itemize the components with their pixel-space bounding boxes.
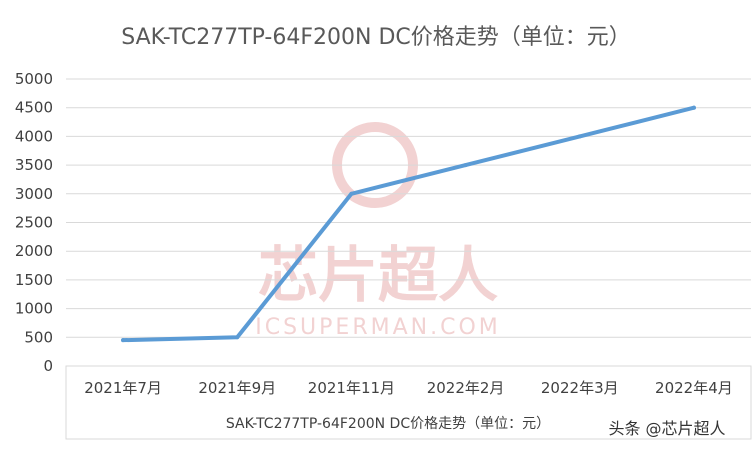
watermark: 芯片超人 ICSUPERMAN.COM [255,122,501,340]
credit-label: 头条 @芯片超人 [608,419,725,438]
y-tick-label: 4500 [15,99,53,117]
y-axis-ticks: 0 500 1000 1500 2000 2500 3000 3500 4000 4500 5000 [15,70,53,375]
data-point [691,105,696,110]
y-tick-label: 3000 [15,185,53,203]
x-axis-ticks: 2021年7月 2021年9月 2021年11月 2022年2月 2022年3月 2022… [84,379,733,397]
y-tick-label: 1000 [15,300,53,318]
price-line [121,105,696,343]
data-point [463,163,468,168]
data-point [577,134,582,139]
y-tick-label: 2500 [15,214,53,232]
chart-title: SAK-TC277TP-64F200N DC价格走势（单位：元） [121,25,631,50]
x-tick-label: 2022年2月 [427,379,505,397]
data-point [121,338,126,343]
x-tick-label: 2021年9月 [198,379,276,397]
data-point [235,335,240,340]
x-axis-caption: SAK-TC277TP-64F200N DC价格走势（单位：元） [226,416,550,432]
data-points [121,105,696,343]
x-tick-label: 2022年3月 [541,379,619,397]
x-tick-label: 2021年11月 [308,379,395,397]
watermark-text: 芯片超人 [258,241,498,311]
y-tick-label: 4000 [15,127,53,145]
y-tick-label: 5000 [15,70,53,88]
y-tick-label: 2000 [15,242,53,260]
y-tick-label: 500 [24,328,53,346]
watermark-subtext: ICSUPERMAN.COM [255,315,501,340]
data-point [349,191,354,196]
y-tick-label: 0 [43,357,53,375]
y-tick-label: 3500 [15,156,53,174]
x-tick-label: 2022年4月 [655,379,733,397]
y-tick-label: 1500 [15,271,53,289]
x-tick-label: 2021年7月 [84,379,162,397]
